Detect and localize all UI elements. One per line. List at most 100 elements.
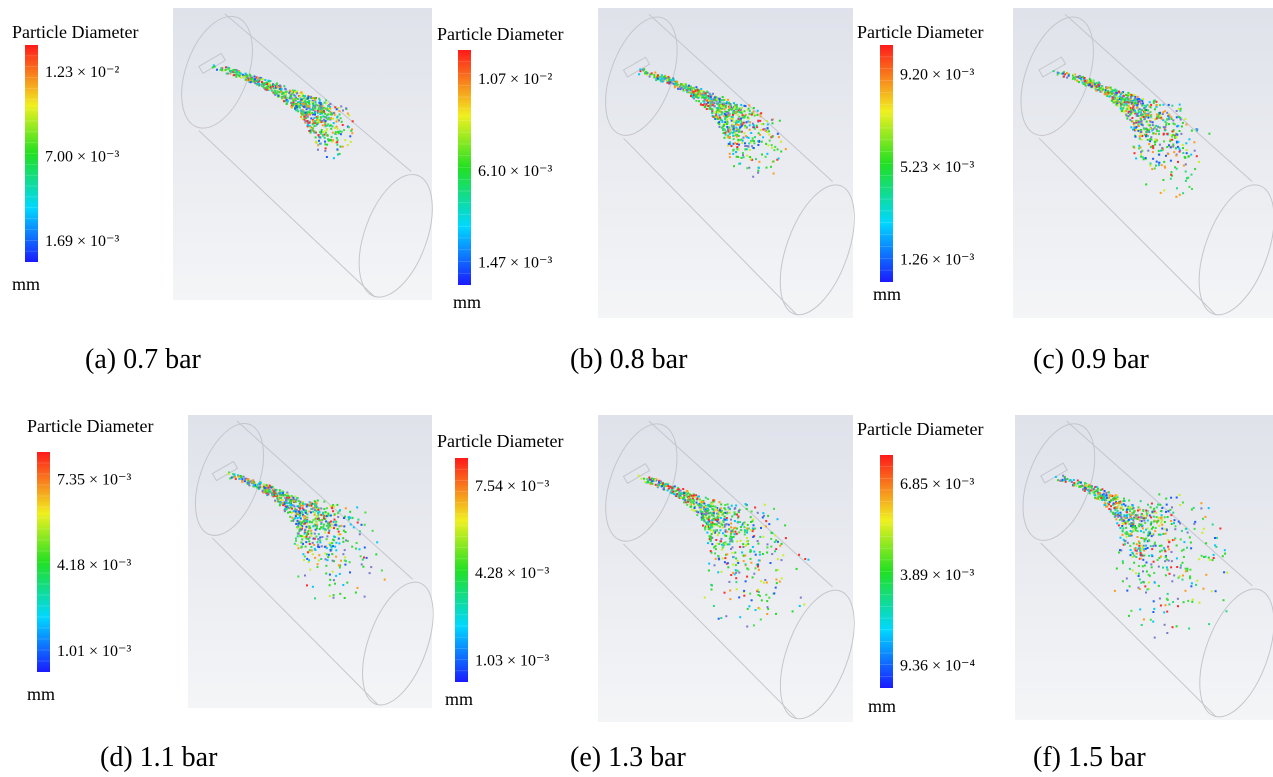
particle: [1144, 116, 1146, 118]
particle: [305, 112, 307, 114]
particle: [670, 79, 672, 81]
particle: [1143, 107, 1145, 109]
particle: [1133, 542, 1135, 544]
particle: [719, 126, 721, 128]
particle: [1165, 574, 1167, 576]
particle: [1164, 528, 1166, 530]
particle: [1150, 524, 1152, 526]
particle: [332, 132, 334, 134]
particle: [347, 144, 349, 146]
particle: [321, 112, 323, 114]
particle: [1152, 132, 1154, 134]
particle: [748, 605, 750, 607]
particle: [1176, 545, 1178, 547]
particle: [1171, 506, 1173, 508]
particle: [1135, 120, 1137, 122]
particle: [280, 502, 282, 504]
particle: [1138, 145, 1140, 147]
particle: [336, 116, 338, 118]
particle: [1173, 151, 1175, 153]
particle: [732, 118, 734, 120]
particle: [1211, 590, 1213, 592]
particle: [312, 553, 314, 555]
particle: [308, 540, 310, 542]
particle: [771, 144, 773, 146]
particle: [724, 516, 726, 518]
particle: [741, 121, 743, 123]
particle: [731, 109, 733, 111]
particle: [1196, 129, 1198, 131]
particle: [1209, 559, 1211, 561]
particle: [644, 481, 646, 483]
particle: [315, 104, 317, 106]
particle: [690, 503, 692, 505]
particle: [1158, 557, 1160, 559]
particle: [324, 531, 326, 533]
particle: [253, 484, 255, 486]
particle: [1132, 519, 1134, 521]
particle: [252, 480, 254, 482]
particle: [314, 524, 316, 526]
particle: [1184, 156, 1186, 158]
particle: [300, 526, 302, 528]
particle: [1180, 108, 1182, 110]
particle: [339, 573, 341, 575]
particle: [1188, 628, 1190, 630]
particle: [660, 480, 662, 482]
particle: [1167, 516, 1169, 518]
particle: [784, 524, 786, 526]
particle: [1187, 156, 1189, 158]
particle: [1178, 148, 1180, 150]
particle: [330, 521, 332, 523]
particle: [722, 126, 724, 128]
particle: [344, 556, 346, 558]
particle: [1123, 110, 1125, 112]
particle: [765, 130, 767, 132]
particle: [1158, 150, 1160, 152]
particle: [316, 525, 318, 527]
particle: [275, 494, 277, 496]
particle: [714, 116, 716, 118]
particle: [646, 478, 648, 480]
particle: [1161, 164, 1163, 166]
particle: [301, 535, 303, 537]
particle: [312, 103, 314, 105]
particle: [292, 517, 294, 519]
particle: [782, 554, 784, 556]
particle: [315, 102, 317, 104]
particle: [734, 132, 736, 134]
particle: [735, 104, 737, 106]
particle: [284, 494, 286, 496]
particle: [719, 529, 721, 531]
particle: [753, 573, 755, 575]
particle: [323, 524, 325, 526]
particle: [772, 122, 774, 124]
particle: [1159, 551, 1161, 553]
particle: [707, 504, 709, 506]
particle: [1153, 100, 1155, 102]
particle: [1122, 530, 1124, 532]
particle: [330, 549, 332, 551]
particle: [1140, 500, 1142, 502]
particle: [1223, 571, 1225, 573]
particle: [747, 568, 749, 570]
particle: [241, 478, 243, 480]
particle: [685, 85, 687, 87]
particle: [704, 106, 706, 108]
particle: [337, 512, 339, 514]
particle: [1125, 505, 1127, 507]
particle: [758, 591, 760, 593]
particle: [714, 506, 716, 508]
particle: [1130, 530, 1132, 532]
particle: [664, 485, 666, 487]
particle: [723, 132, 725, 134]
particle: [314, 121, 316, 123]
particle: [708, 519, 710, 521]
particle: [1194, 528, 1196, 530]
particle: [1082, 488, 1084, 490]
particle: [739, 163, 741, 165]
particle: [1155, 512, 1157, 514]
image-background: [173, 8, 432, 300]
particle: [1153, 572, 1155, 574]
particle: [747, 608, 749, 610]
